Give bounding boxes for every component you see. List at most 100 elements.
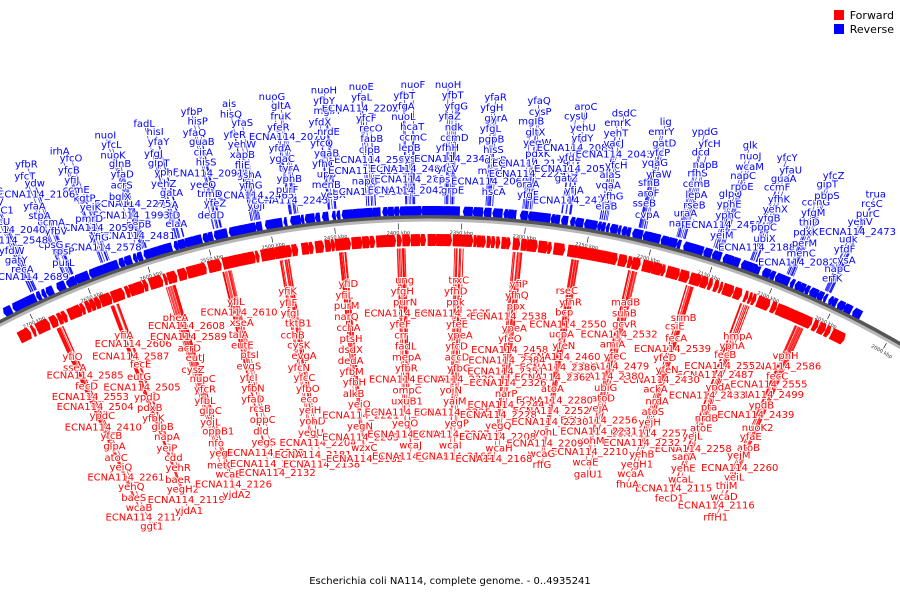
gene-label: yfgJ bbox=[144, 149, 163, 160]
gene-label: mepA bbox=[392, 352, 421, 363]
gene-label: ECNA114_2578 bbox=[64, 242, 141, 253]
gene-spoke bbox=[589, 270, 632, 453]
gene-arrow bbox=[169, 270, 178, 284]
gene-arrow bbox=[735, 257, 742, 269]
gene-label: nrdA bbox=[645, 397, 669, 408]
gene-arrow bbox=[152, 246, 161, 258]
gene-spoke bbox=[321, 143, 330, 210]
gene-spoke bbox=[498, 252, 519, 449]
gene-label: yfbR bbox=[15, 159, 38, 170]
gene-spoke bbox=[226, 271, 250, 367]
gene-label: fecC bbox=[766, 371, 788, 382]
gene-spoke bbox=[62, 325, 86, 376]
gene-spoke bbox=[750, 187, 778, 261]
gene-spoke bbox=[824, 239, 849, 291]
gene-label: yfhH bbox=[436, 143, 459, 154]
gene-label: ECNA114_2205 bbox=[322, 432, 399, 443]
gene-spoke bbox=[452, 137, 455, 205]
gene-label: ubiX bbox=[753, 234, 775, 245]
gene-spoke bbox=[230, 270, 250, 356]
gene-label: ECNA114_2162 bbox=[326, 454, 403, 465]
gene-arrow bbox=[512, 209, 517, 220]
gene-arrow bbox=[590, 220, 599, 231]
gene-spoke bbox=[397, 248, 402, 336]
gene-label: yfbT bbox=[393, 91, 416, 102]
gene-label: ndk bbox=[445, 122, 464, 133]
gene-spoke bbox=[112, 305, 187, 501]
gene-arrow bbox=[635, 229, 644, 241]
gene-arrow bbox=[693, 273, 702, 287]
gene-arrow bbox=[822, 325, 832, 338]
gene-spoke bbox=[639, 131, 662, 228]
gene-spoke bbox=[830, 204, 873, 294]
gene-label: erfK bbox=[822, 273, 843, 284]
gene-spoke bbox=[598, 271, 634, 421]
gene-arrow bbox=[476, 235, 483, 248]
gene-arrow bbox=[486, 235, 492, 248]
tick-mark bbox=[827, 313, 831, 320]
gene-label: atoC bbox=[105, 453, 128, 464]
gene-label: yehV bbox=[848, 217, 873, 228]
gene-spoke bbox=[370, 128, 376, 206]
gene-label: nuoL bbox=[391, 112, 416, 123]
gene-label: cchB bbox=[281, 331, 305, 342]
gene-spoke bbox=[585, 270, 630, 463]
gene-spoke bbox=[826, 268, 838, 292]
gene-label: atoB bbox=[737, 443, 760, 454]
gene-spoke bbox=[497, 251, 516, 427]
gene-label: yfaD bbox=[241, 395, 265, 406]
gene-label: yfbV bbox=[45, 227, 68, 238]
gene-label: yfgH bbox=[391, 286, 414, 297]
gene-spoke bbox=[26, 164, 72, 275]
gene-arrow bbox=[314, 212, 321, 223]
gene-spoke bbox=[285, 259, 313, 422]
gene-spoke bbox=[0, 212, 36, 291]
gene-spoke bbox=[369, 149, 374, 206]
gene-spoke bbox=[789, 184, 828, 276]
gene-spoke bbox=[248, 175, 258, 220]
gene-label: yfcQ bbox=[310, 138, 333, 149]
gene-label: ECNA114_2585 bbox=[46, 370, 123, 381]
gene-label: ECNA114_2230 bbox=[511, 417, 588, 428]
gene-label: ECNA114_2165 bbox=[372, 451, 449, 462]
gene-spoke bbox=[409, 148, 412, 205]
gene-arrow bbox=[93, 296, 102, 310]
gene-spoke bbox=[323, 90, 337, 209]
gene-label: ECNA114_2225 bbox=[414, 407, 491, 418]
gene-label: yojL bbox=[200, 417, 221, 428]
gene-spoke bbox=[827, 221, 861, 292]
gene-label: ECNA114_2126 bbox=[195, 479, 272, 490]
gene-arrow bbox=[98, 264, 106, 276]
gene-label: yfhC bbox=[312, 159, 335, 170]
gene-label: fabB bbox=[360, 134, 383, 145]
gene-spoke bbox=[755, 199, 780, 263]
gene-label: yfeE bbox=[446, 319, 468, 330]
gene-label: gatZ bbox=[555, 174, 578, 185]
gene-label: ygaC bbox=[269, 154, 294, 165]
gene-spoke bbox=[678, 213, 686, 238]
gene-spoke bbox=[683, 303, 741, 458]
gene-label: yejL bbox=[682, 432, 703, 443]
gene-arrow bbox=[113, 259, 120, 271]
gene-label: cysP bbox=[529, 107, 552, 118]
gene-label: ECNA114_2386 bbox=[519, 362, 596, 373]
gene-spoke bbox=[287, 259, 299, 324]
gene-label: atoA bbox=[541, 384, 564, 395]
gene-spoke bbox=[541, 259, 576, 466]
gene-label: yohL bbox=[534, 427, 558, 438]
gene-label: ECNA114_2138 bbox=[283, 460, 360, 471]
gene-label: yfiJ bbox=[64, 176, 79, 187]
gene-label: yeiO bbox=[348, 399, 371, 410]
gene-label: cysK bbox=[287, 341, 311, 352]
gene-arrow bbox=[305, 242, 310, 255]
gene-arrow bbox=[691, 243, 700, 255]
gene-arrow bbox=[503, 209, 509, 220]
gene-spoke bbox=[641, 287, 694, 455]
gene-arrow bbox=[597, 221, 603, 232]
gene-arrow bbox=[103, 292, 113, 306]
gene-label: acrS bbox=[111, 181, 133, 192]
gene-spoke bbox=[748, 328, 803, 448]
gene-label: hisI bbox=[146, 127, 163, 138]
gene-label: hisS bbox=[483, 145, 504, 156]
